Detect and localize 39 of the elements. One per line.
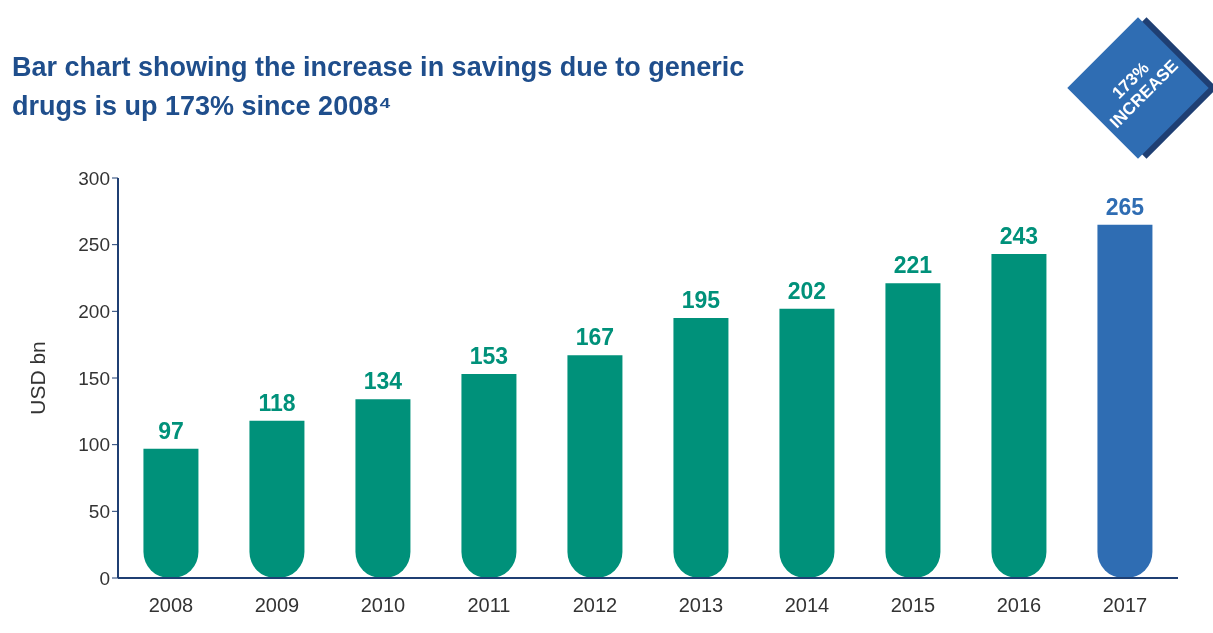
data-label: 202: [787, 277, 827, 304]
y-tick-label: 0: [99, 567, 110, 589]
y-axis-title: USD bn: [26, 341, 50, 415]
y-tick-label: 50: [88, 501, 110, 523]
bar: [673, 318, 729, 578]
bar: [991, 254, 1047, 578]
y-tick-label: 300: [78, 167, 110, 189]
bar: [885, 283, 941, 578]
data-label: 265: [1105, 193, 1145, 220]
data-label: 118: [258, 389, 296, 416]
x-tick-label: 2008: [148, 594, 194, 617]
x-tick-label: 2009: [254, 594, 300, 617]
data-label: 153: [469, 343, 509, 369]
data-label: 167: [575, 324, 615, 351]
y-tick-label: 100: [78, 434, 110, 456]
data-label: 221: [893, 252, 933, 279]
bar: [779, 308, 835, 578]
x-tick-label: 2010: [360, 594, 406, 617]
x-tick-label: 2016: [996, 594, 1042, 617]
x-tick-label: 2014: [784, 594, 830, 617]
y-tick-label: 250: [78, 234, 110, 256]
bar: [249, 420, 305, 578]
bar: [461, 374, 517, 578]
chart-title: Bar chart showing the increase in savings due to generic drugs is up 173% since 2008⁴: [12, 51, 746, 124]
bar: [567, 355, 623, 578]
bar: [1097, 224, 1153, 578]
y-tick-label: 150: [78, 367, 110, 389]
x-tick-label: 2012: [572, 594, 618, 617]
x-tick-label: 2013: [678, 594, 724, 617]
x-tick-label: 2011: [467, 594, 511, 617]
x-tick-label: 2015: [890, 594, 936, 617]
bar: [355, 399, 411, 578]
x-tick-label: 2017: [1102, 594, 1148, 617]
data-label: 243: [999, 223, 1039, 249]
data-label: 134: [363, 368, 403, 395]
data-label: 97: [158, 417, 184, 444]
bar: [143, 448, 199, 578]
y-tick-label: 200: [78, 301, 110, 323]
data-label: 195: [681, 287, 721, 313]
